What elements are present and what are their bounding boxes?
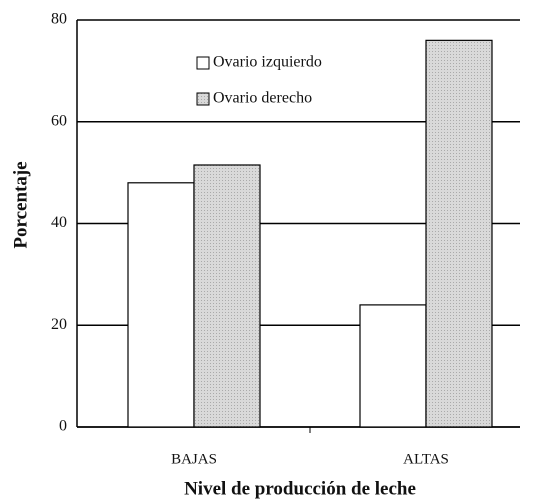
legend-swatch [196,92,210,106]
bar [359,304,427,428]
y-axis-title: Porcentaje [10,161,31,248]
y-tick-label: 80 [51,11,67,28]
y-tick-label: 20 [51,316,67,333]
y-tick-label: 60 [51,112,67,129]
y-tick-label: 40 [51,214,67,231]
bar [425,39,493,428]
bar [127,182,195,428]
bar [193,164,261,428]
y-tick-label: 0 [59,418,67,435]
x-tick-label: ALTAS [403,451,449,467]
legend-label: Ovario derecho [213,90,312,107]
x-tick-label: BAJAS [171,451,217,467]
legend-swatch [196,56,210,70]
legend-label: Ovario izquierdo [213,54,322,71]
x-axis-title: Nivel de producción de leche [184,478,416,499]
